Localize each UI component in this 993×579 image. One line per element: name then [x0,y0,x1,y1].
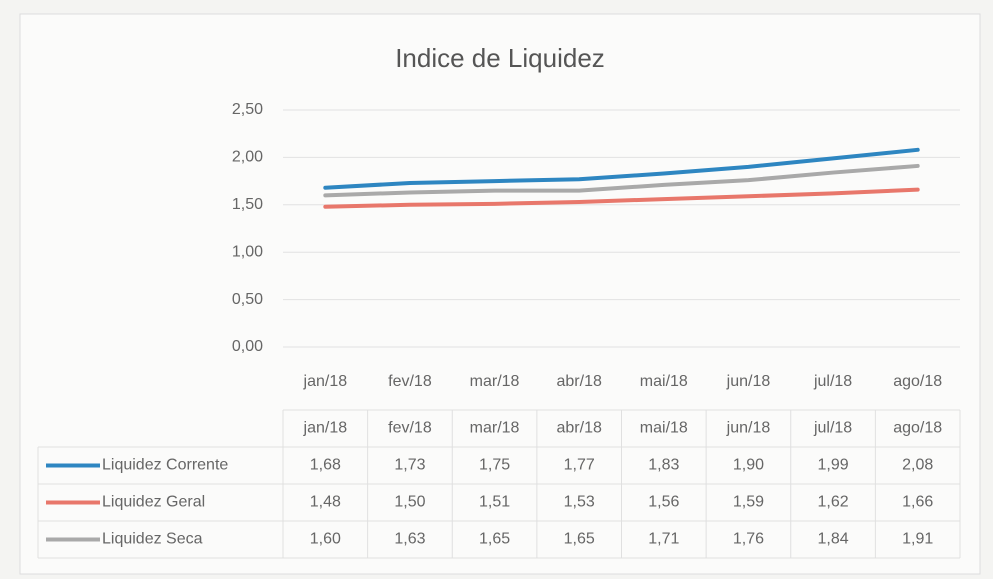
y-tick-label: 1,00 [232,243,263,260]
table-header: jan/18 [303,420,348,437]
table-header: jun/18 [726,420,771,437]
series-line [323,187,920,209]
table-value: 1,90 [733,457,764,474]
table-value: 1,65 [564,531,595,548]
table-header: abr/18 [557,420,602,437]
table-value: 1,51 [479,494,510,511]
y-tick-label: 2,50 [232,101,263,118]
table-value: 1,68 [310,457,341,474]
table-value: 1,59 [733,494,764,511]
table-header: mar/18 [470,420,520,437]
table-value: 1,73 [394,457,425,474]
table-value: 1,66 [902,494,933,511]
table-value: 2,08 [902,457,933,474]
x-tick-label: abr/18 [557,373,602,390]
table-value: 1,91 [902,531,933,548]
table-value: 1,53 [564,494,595,511]
table-value: 1,71 [648,531,679,548]
x-tick-label: jan/18 [303,373,348,390]
table-value: 1,56 [648,494,679,511]
x-tick-label: mar/18 [470,373,520,390]
table-value: 1,75 [479,457,510,474]
table-value: 1,65 [479,531,510,548]
legend-label: Liquidez Corrente [102,457,228,474]
table-value: 1,62 [817,494,848,511]
table-value: 1,99 [817,457,848,474]
x-tick-label: ago/18 [893,373,942,390]
table-header: ago/18 [893,420,942,437]
table-value: 1,84 [817,531,848,548]
series-line [323,163,920,198]
x-tick-label: fev/18 [388,373,432,390]
table-header: fev/18 [388,420,432,437]
chart-title: Indice de Liquidez [395,43,605,73]
table-value: 1,76 [733,531,764,548]
x-tick-label: mai/18 [640,373,688,390]
series-line [323,147,920,190]
chart-frame [19,13,981,575]
table-value: 1,60 [310,531,341,548]
table-value: 1,48 [310,494,341,511]
legend-label: Liquidez Seca [102,531,203,548]
table-value: 1,50 [394,494,425,511]
y-tick-label: 0,50 [232,291,263,308]
y-tick-label: 2,00 [232,149,263,166]
x-tick-label: jun/18 [726,373,771,390]
table-value: 1,63 [394,531,425,548]
table-value: 1,83 [648,457,679,474]
table-header: jul/18 [813,420,852,437]
legend-label: Liquidez Geral [102,494,205,511]
x-tick-label: jul/18 [813,373,852,390]
table-value: 1,77 [564,457,595,474]
y-tick-label: 0,00 [232,338,263,355]
y-tick-label: 1,50 [232,196,263,213]
table-header: mai/18 [640,420,688,437]
